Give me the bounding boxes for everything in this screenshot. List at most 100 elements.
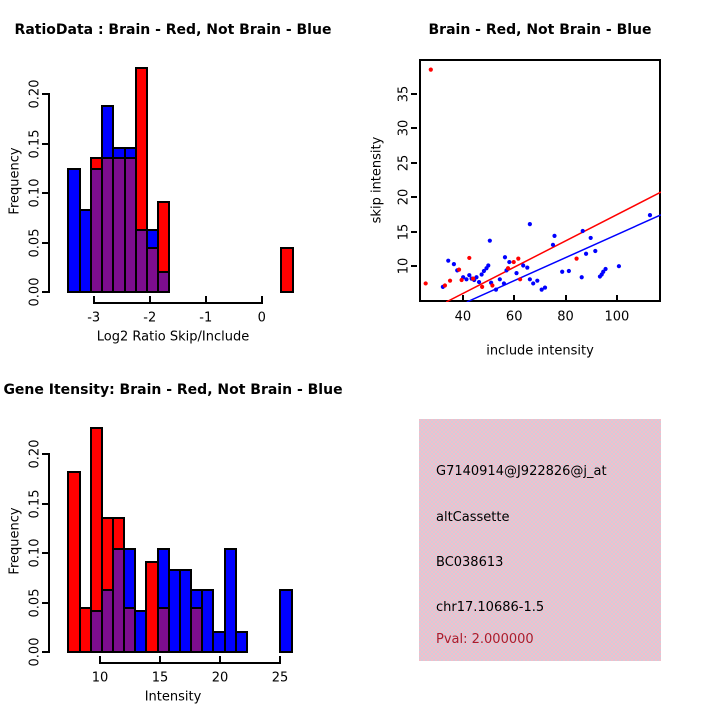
scatter-point-blue: [502, 255, 508, 260]
y-tick: [411, 92, 417, 95]
scatter-point-blue: [521, 263, 526, 268]
scatter-point-blue: [601, 269, 606, 274]
scatter-point-red: [518, 277, 523, 282]
x-tick: [219, 656, 222, 662]
gene-histogram-xlabel: Intensity: [144, 689, 202, 705]
scatter-point-blue: [486, 263, 491, 268]
y-tick-label: 15: [396, 223, 412, 240]
scatter-canvas: [423, 67, 661, 302]
scatter-point-blue: [566, 268, 571, 274]
scatter-point-blue: [497, 277, 502, 282]
scatter-point-blue: [580, 228, 585, 234]
scatter-point-blue: [501, 281, 507, 286]
y-tick: [42, 453, 48, 456]
scatter-point-blue: [588, 235, 593, 241]
scatter-point-red: [490, 283, 495, 288]
scatter-point-blue: [603, 266, 608, 272]
y-tick-label: 0.05: [27, 588, 43, 618]
y-tick-label: 0.00: [27, 277, 43, 307]
scatter-point-blue: [467, 273, 472, 278]
x-tick-label: -1: [199, 310, 213, 326]
y-tick-label: 0.00: [27, 637, 43, 667]
scatter-point-blue: [479, 272, 484, 277]
histogram-bar-blue: [101, 105, 115, 159]
y-tick-label: 10: [396, 257, 412, 275]
scatter-point-blue: [542, 285, 548, 290]
x-tick: [148, 296, 151, 302]
x-tick-label: -2: [143, 310, 157, 326]
scatter-point-red: [447, 278, 453, 283]
scatter-point-blue: [474, 275, 479, 280]
y-tick: [411, 127, 417, 130]
scatter-point-red: [480, 284, 485, 289]
scatter-point-blue: [583, 251, 589, 256]
y-tick: [42, 192, 48, 195]
y-tick: [411, 265, 417, 268]
cassette-type-text: altCassette: [436, 510, 510, 525]
scatter-point-blue: [531, 281, 536, 286]
scatter-point-blue: [476, 279, 482, 285]
y-tick-label: 30: [396, 119, 412, 137]
x-tick: [564, 295, 567, 301]
scatter-point-blue: [446, 258, 451, 263]
gene-histogram-ylabel: Frequency: [7, 507, 23, 575]
x-tick: [513, 295, 516, 301]
y-tick-label: 35: [396, 85, 412, 103]
plot-frame: [419, 59, 661, 302]
scatter-point-red: [505, 266, 511, 271]
histogram-bar-blue: [201, 588, 215, 654]
scatter-point-blue: [527, 277, 532, 282]
x-tick-label: 80: [557, 309, 574, 325]
ratio-histogram-ylabel: Frequency: [7, 147, 23, 215]
histogram-bar-red: [67, 471, 81, 654]
x-tick: [279, 656, 282, 662]
fit-line-blue: [466, 214, 661, 302]
ratio-histogram-xlabel: Log2 Ratio Skip/Include: [96, 329, 250, 345]
y-tick-label: 0.15: [27, 489, 43, 519]
scatter-point-blue: [464, 277, 469, 282]
scatter-point-red: [516, 256, 521, 261]
x-tick: [99, 656, 102, 662]
y-tick: [411, 230, 417, 233]
scatter-point-red: [459, 277, 464, 283]
scatter-point-blue: [593, 248, 598, 254]
scatter-point-blue: [493, 287, 499, 292]
x-tick: [461, 295, 464, 301]
scatter-ylabel: skip intensity: [369, 136, 385, 224]
y-axis-line: [48, 93, 50, 294]
locus-text: chr17.10686-1.5: [436, 600, 545, 615]
scatter-point-blue: [525, 265, 530, 270]
y-tick: [42, 142, 48, 145]
x-tick-label: 20: [211, 670, 229, 686]
histogram-bar-blue: [279, 588, 293, 654]
y-tick: [411, 161, 417, 164]
y-tick: [42, 601, 48, 604]
scatter-point-blue: [514, 270, 519, 276]
scatter-point-red: [456, 267, 462, 272]
x-tick-label: 40: [454, 309, 472, 325]
x-tick: [159, 656, 162, 662]
y-tick-label: 0.10: [27, 538, 43, 568]
y-tick-label: 0.20: [27, 439, 43, 469]
gene-histogram-title: Gene Itensity: Brain - Red, Not Brain - …: [3, 382, 343, 398]
y-tick: [42, 502, 48, 505]
histogram-bar-red: [112, 516, 126, 551]
x-tick-label: 15: [151, 670, 169, 686]
scatter-point-red: [423, 281, 428, 286]
y-tick-label: 0.05: [27, 228, 43, 258]
histogram-bar-red: [134, 66, 148, 231]
scatter-point-blue: [481, 268, 487, 274]
scatter-point-blue: [539, 287, 544, 292]
scatter-point-blue: [507, 259, 512, 265]
scatter-title: Brain - Red, Not Brain - Blue: [428, 22, 652, 38]
y-tick: [411, 196, 417, 199]
x-tick-label: 60: [505, 309, 523, 325]
x-tick-label: 0: [257, 310, 266, 326]
histogram-bar-red: [280, 246, 294, 294]
scatter-point-red: [471, 276, 476, 281]
scatter-point-red: [467, 255, 472, 261]
pval-text: Pval: 2.000000: [436, 632, 534, 647]
histogram-bar-blue: [234, 630, 248, 654]
scatter-point-blue: [552, 233, 557, 238]
x-axis-line: [99, 662, 282, 664]
